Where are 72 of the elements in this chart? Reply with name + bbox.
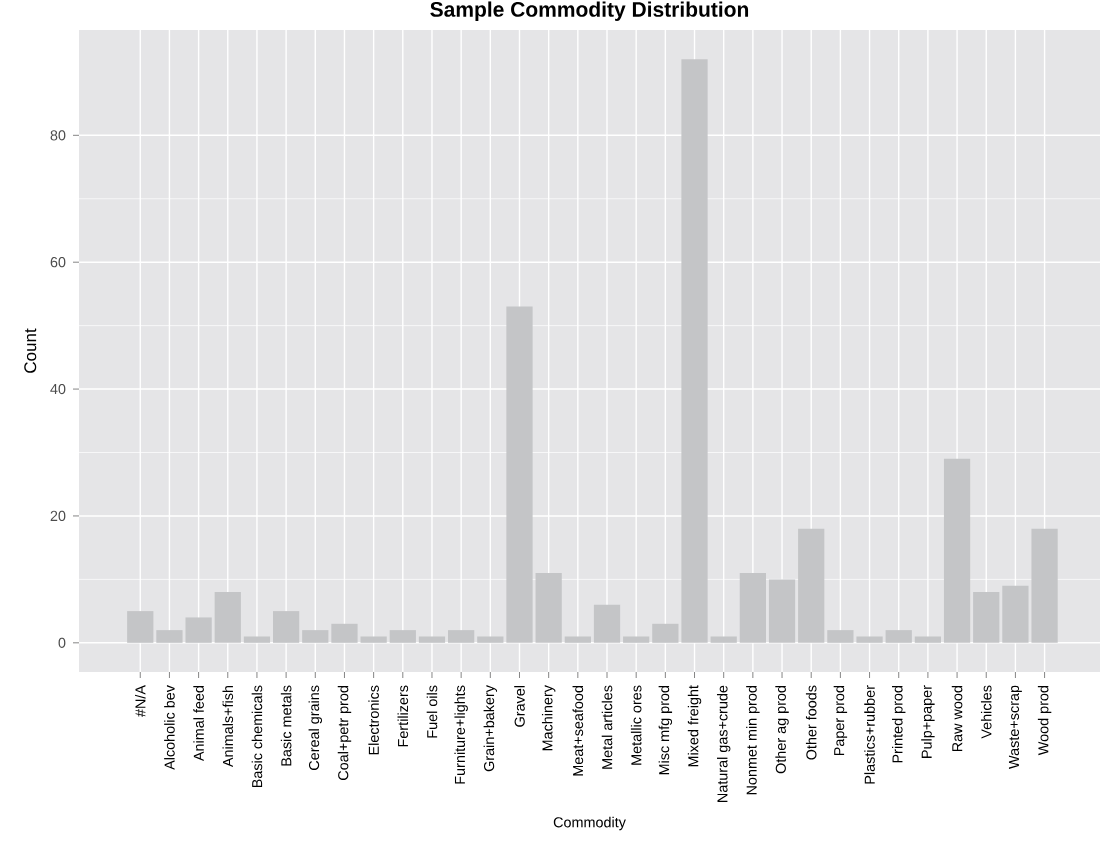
- bar: [389, 630, 416, 643]
- bar: [506, 306, 533, 643]
- y-axis-title: Count: [24, 328, 37, 373]
- x-axis-title: Commodity: [553, 816, 626, 831]
- bar: [652, 623, 679, 643]
- y-tick-label: 80: [50, 130, 66, 141]
- x-tick-label: Other foods: [805, 685, 817, 760]
- x-tick-label: Basic chemicals: [251, 685, 263, 788]
- x-tick-label: Nonmet min prod: [746, 685, 760, 795]
- x-tick-label: Grain+bakery: [483, 685, 498, 772]
- bar: [185, 617, 212, 643]
- x-tick-label: Fertilizers: [397, 685, 409, 747]
- y-tick-label: 20: [50, 510, 66, 522]
- bar: [214, 592, 241, 643]
- x-tick-label: Printed prod: [892, 685, 906, 763]
- x-tick-label: Other ag prod: [775, 685, 789, 774]
- chart-title: Sample Commodity Distribution: [430, 1, 749, 21]
- bar: [593, 604, 621, 643]
- bar: [739, 573, 766, 643]
- x-tick-label: Meat+seafood: [572, 685, 584, 776]
- x-tick-label: Coal+petr prod: [337, 685, 352, 780]
- bar: [681, 59, 708, 643]
- bar: [623, 636, 650, 643]
- y-tick-label: 40: [50, 383, 66, 395]
- bar: [302, 630, 329, 643]
- x-tick-label: Machinery: [541, 685, 556, 751]
- x-tick-label: Metal articles: [601, 685, 613, 769]
- bar: [885, 630, 912, 643]
- x-tick-label: Animal feed: [193, 685, 204, 762]
- x-tick-label: Paper prod: [833, 685, 848, 756]
- x-tick-label: Basic metals: [280, 685, 292, 766]
- x-tick-label: Cereal grains: [308, 685, 323, 770]
- x-tick-label: Wood prod: [1037, 685, 1052, 756]
- x-tick-label: Misc mfg prod: [658, 685, 673, 775]
- bar: [768, 579, 796, 643]
- x-tick-label: Raw wood: [951, 685, 963, 752]
- x-tick-label: Animals+fish: [222, 686, 234, 768]
- x-tick-label: Metallic ores: [630, 685, 642, 765]
- x-tick-label: Electronics: [368, 685, 379, 755]
- bar: [564, 636, 591, 643]
- bar: [798, 528, 825, 643]
- x-tick-label: Mixed freight: [687, 685, 702, 767]
- x-tick-label: Furniture+lights: [454, 685, 468, 784]
- bar: [272, 611, 300, 643]
- x-tick-label: Plastics+rubber: [864, 685, 875, 784]
- x-tick-label: Waste+scrap: [1008, 685, 1022, 769]
- bar: [827, 630, 854, 643]
- bar: [710, 636, 737, 643]
- bar: [331, 623, 358, 643]
- x-tick-label: Gravel: [514, 685, 525, 727]
- x-tick-label: Vehicles: [980, 685, 992, 739]
- y-tick-label: 0: [58, 637, 66, 648]
- bar: [1031, 528, 1058, 643]
- bar: [856, 636, 883, 643]
- bar: [418, 636, 446, 643]
- x-tick-label: #N/A: [134, 685, 146, 717]
- bar: [360, 636, 387, 643]
- bar: [127, 611, 154, 643]
- bar: [243, 636, 271, 643]
- bar: [943, 458, 971, 643]
- bar: [156, 630, 183, 643]
- x-tick-label: Natural gas+crude: [716, 685, 731, 802]
- x-tick-label: Pulp+paper: [921, 685, 935, 758]
- bar: [1002, 585, 1029, 643]
- bar: [914, 636, 942, 643]
- bar: [973, 592, 1000, 643]
- y-tick-label: 60: [50, 257, 66, 268]
- x-tick-label: Alcoholic bev: [164, 685, 175, 770]
- bar: [535, 573, 562, 643]
- x-tick-label: Fuel oils: [426, 685, 438, 738]
- bar: [448, 630, 475, 643]
- bar: [477, 636, 504, 643]
